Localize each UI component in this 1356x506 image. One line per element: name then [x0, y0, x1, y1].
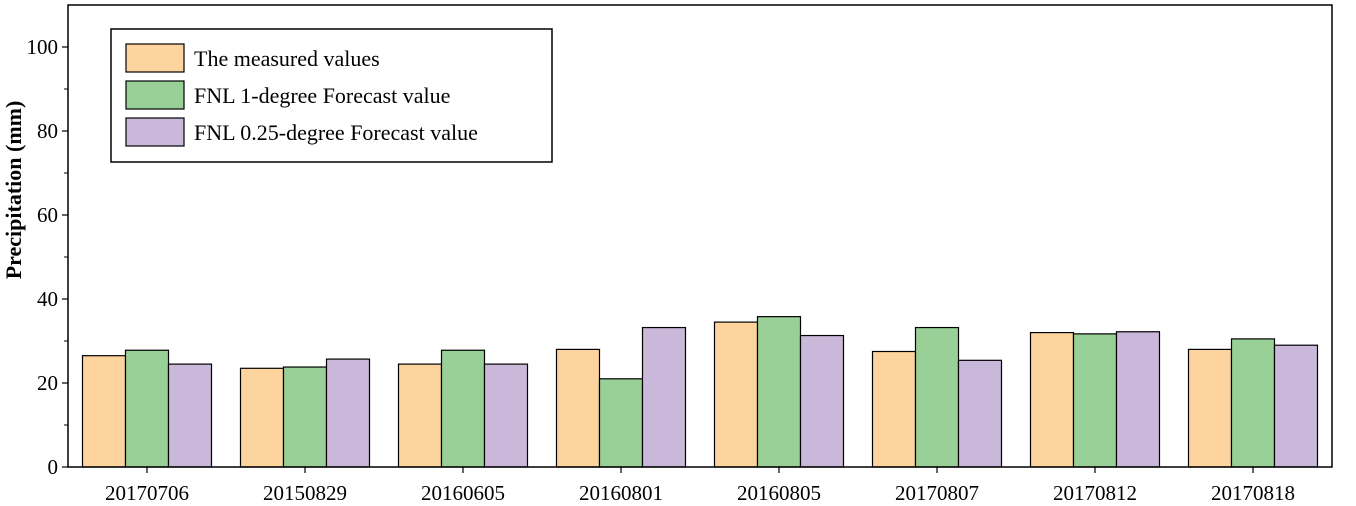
legend-label-2: FNL 1-degree Forecast value	[194, 83, 450, 108]
legend: The measured values FNL 1-degree Forecast…	[110, 28, 553, 163]
bar-2-20160801	[598, 378, 644, 468]
legend-swatch-3	[125, 117, 185, 147]
bar-2-20160605	[440, 349, 486, 468]
bar-2-20170706	[124, 349, 170, 468]
bar-1-20160801	[555, 348, 601, 468]
x-tick-label: 20150829	[263, 481, 347, 505]
bar-3-20160805	[799, 334, 845, 468]
legend-swatch-2	[125, 80, 185, 110]
bar-2-20170807	[914, 326, 960, 468]
bar-3-20160605	[483, 363, 529, 468]
bar-2-20170812	[1072, 333, 1118, 468]
bar-1-20170807	[871, 350, 917, 468]
y-tick-label: 0	[48, 455, 59, 479]
plot-frame	[67, 4, 1333, 468]
bar-1-20170706	[81, 355, 127, 468]
bar-3-20170706	[167, 363, 213, 468]
y-tick-label: 100	[27, 35, 59, 59]
y-tick-label: 80	[37, 119, 58, 143]
x-tick-label: 20160605	[421, 481, 505, 505]
legend-items: The measured values FNL 1-degree Forecast…	[125, 43, 478, 147]
bar-2-20160805	[756, 316, 802, 468]
legend-label-1: The measured values	[194, 46, 380, 71]
y-axis-title: Precipitation (mm)	[1, 101, 26, 280]
x-tick-label: 20160805	[737, 481, 821, 505]
bar-2-20170818	[1230, 338, 1276, 468]
x-tick-label: 20170818	[1211, 481, 1295, 505]
bar-3-20170807	[957, 359, 1003, 468]
bar-3-20160801	[641, 326, 687, 468]
bar-2-20150829	[282, 366, 328, 468]
x-tick-label: 20170807	[895, 481, 979, 505]
y-tick-label: 60	[37, 203, 58, 227]
bar-1-20170812	[1029, 332, 1075, 468]
bar-1-20150829	[239, 367, 285, 468]
bar-1-20160605	[397, 363, 443, 468]
legend-label-3: FNL 0.25-degree Forecast value	[194, 120, 478, 145]
legend-swatch-1	[125, 43, 185, 73]
bar-3-20170812	[1115, 331, 1161, 468]
bar-3-20170818	[1273, 344, 1319, 468]
bars-layer	[81, 316, 1319, 468]
axis-layer: 20170706 20150829 20160605 20160801 20160805…	[27, 35, 1296, 505]
y-tick-label: 20	[37, 371, 58, 395]
bar-1-20160805	[713, 321, 759, 468]
x-tick-label: 20160801	[579, 481, 663, 505]
bar-3-20150829	[325, 358, 371, 468]
x-tick-label: 20170812	[1053, 481, 1137, 505]
x-tick-label: 20170706	[105, 481, 189, 505]
bar-1-20170818	[1187, 348, 1233, 468]
y-tick-label: 40	[37, 287, 58, 311]
